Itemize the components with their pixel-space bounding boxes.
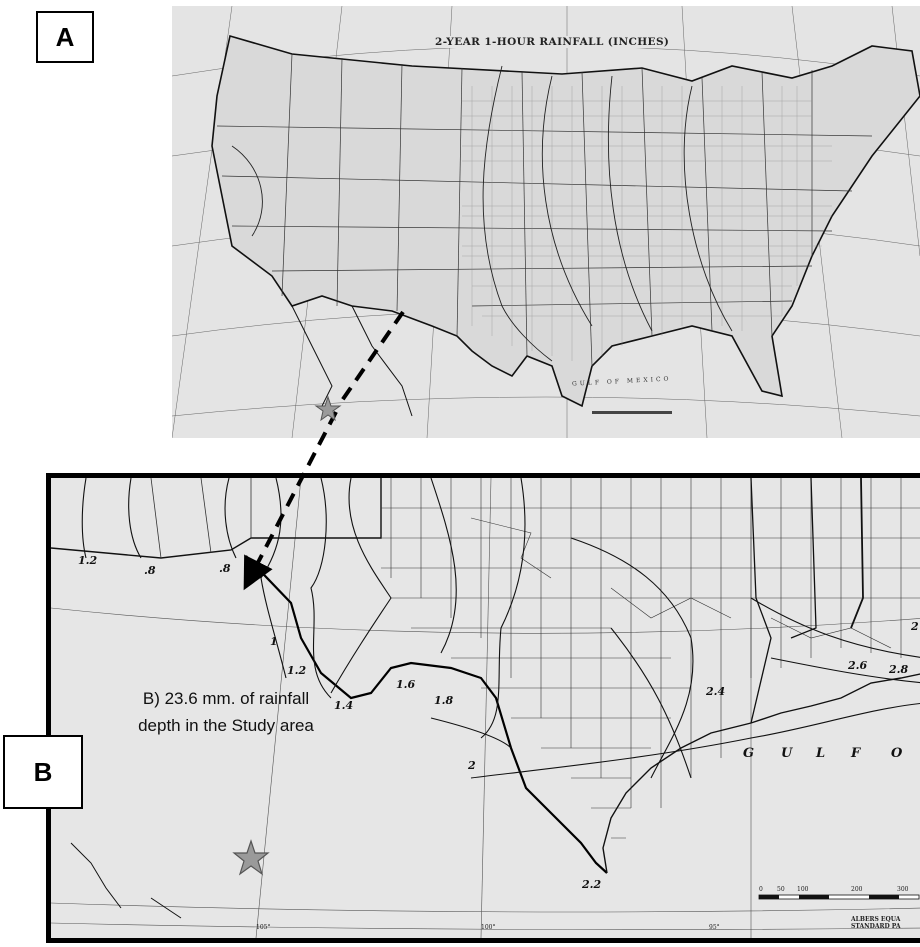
scale-tick-label: 100 bbox=[797, 886, 809, 893]
contour-label: 1 bbox=[270, 635, 278, 648]
longitude-label: 105° bbox=[256, 924, 271, 931]
contour-label: 2.8 bbox=[889, 663, 909, 676]
scale-tick-label: 50 bbox=[777, 886, 785, 893]
contour-label: 2.6 bbox=[848, 659, 868, 672]
contour-label: 1.8 bbox=[434, 694, 454, 707]
contour-label: 2 bbox=[911, 620, 919, 633]
panel-label-a: A bbox=[36, 11, 94, 63]
national-map-title: 2-YEAR 1-HOUR RAINFALL (INCHES) bbox=[432, 36, 673, 48]
contour-label: 1.2 bbox=[287, 664, 307, 677]
study-area-annotation: B) 23.6 mm. of rainfall depth in the Stu… bbox=[138, 689, 314, 735]
national-rainfall-map: 2-YEAR 1-HOUR RAINFALL (INCHES) GULF OF … bbox=[172, 6, 920, 438]
gulf-coastline bbox=[602, 673, 920, 874]
contour-label: .8 bbox=[219, 562, 231, 575]
gulf-letter: O bbox=[891, 746, 903, 761]
longitude-label: 100° bbox=[481, 924, 496, 931]
gulf-letter: G bbox=[743, 746, 755, 761]
projection-note-line: ALBERS EQUA bbox=[851, 916, 901, 923]
regional-rainfall-map: 1.2 .8 .8 1 1.2 1.4 1.6 1.8 2 2.4 2.6 2.… bbox=[46, 473, 920, 943]
projection-note-line: STANDARD PA bbox=[851, 923, 901, 930]
gulf-letter: L bbox=[816, 746, 826, 761]
contour-label: .8 bbox=[144, 564, 156, 577]
scale-tick-label: 0 bbox=[759, 886, 763, 893]
national-map-scale-bar bbox=[592, 411, 672, 414]
national-map-linework bbox=[172, 6, 920, 438]
longitude-label: 95° bbox=[709, 924, 720, 931]
regional-map-scale-bar bbox=[758, 894, 920, 900]
contour-label: 1.2 bbox=[78, 554, 98, 567]
gulf-letter: U bbox=[781, 746, 793, 761]
contour-label: 2.4 bbox=[706, 685, 726, 698]
projection-note: ALBERS EQUA STANDARD PA bbox=[851, 916, 900, 930]
gulf-letter: F bbox=[851, 746, 861, 761]
contour-label: 2.2 bbox=[582, 878, 602, 891]
contour-label: 1.4 bbox=[334, 699, 354, 712]
regional-map-linework bbox=[51, 478, 920, 938]
us-outline bbox=[211, 34, 920, 408]
scale-tick-label: 300 bbox=[897, 886, 909, 893]
contour-label: 1.6 bbox=[396, 678, 416, 691]
scale-tick-label: 200 bbox=[851, 886, 863, 893]
panel-label-b: B bbox=[3, 735, 83, 809]
contour-label: 2 bbox=[468, 759, 476, 772]
